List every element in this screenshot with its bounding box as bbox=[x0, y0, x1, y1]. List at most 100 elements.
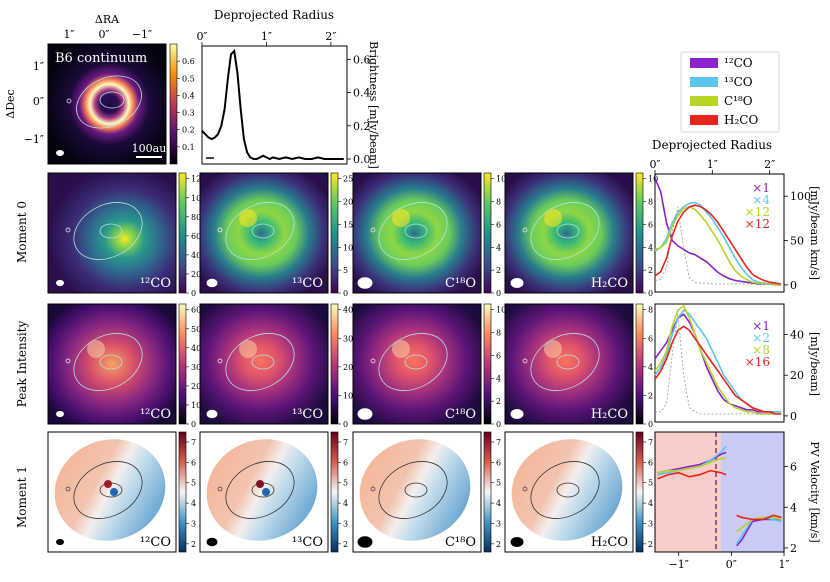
colorbar-tick-label: 2 bbox=[496, 397, 501, 406]
colorbar-tick-label: 2 bbox=[648, 391, 653, 400]
continuum-profile-ylabel: Brightness [mJy/beam] bbox=[367, 41, 380, 169]
y-tick-label: 0.4 bbox=[353, 87, 371, 100]
star-marker bbox=[65, 486, 71, 492]
multiplier-label: ×8 bbox=[752, 343, 770, 357]
beam-ellipse bbox=[56, 279, 64, 287]
map-panel: ¹³CO 25 20 15 10 5 0 bbox=[199, 172, 353, 298]
velocity-field bbox=[54, 439, 166, 541]
colorbar-tick-label: 4 bbox=[496, 243, 501, 252]
moment0-profile-frame bbox=[654, 173, 785, 293]
beam-ellipse bbox=[206, 537, 218, 547]
contour-inner bbox=[251, 354, 275, 370]
contour-outer bbox=[530, 202, 600, 260]
ra-tick: 1″ bbox=[63, 28, 74, 41]
map-frame bbox=[504, 303, 634, 425]
contour-inner bbox=[556, 482, 580, 498]
colorbar-tick-label: 0 bbox=[191, 420, 196, 429]
contour-inner bbox=[251, 223, 275, 239]
colorbar-tick-label: 0 bbox=[648, 289, 653, 298]
colorbar-tick-label: 0.6 bbox=[182, 57, 195, 66]
series-line bbox=[654, 201, 782, 286]
contour-outer bbox=[530, 461, 600, 519]
colorbar-tick-label: 4 bbox=[648, 499, 653, 508]
x-tick-label: 1″ bbox=[261, 30, 272, 43]
tracer-label: C¹⁸O bbox=[445, 535, 476, 550]
continuum-colorbar bbox=[169, 43, 178, 165]
tracer-label: H₂CO bbox=[591, 535, 628, 550]
star-marker bbox=[522, 358, 528, 364]
x-tick-label: 0″ bbox=[726, 558, 737, 571]
colorbar-tick-label: 2 bbox=[648, 540, 653, 549]
beam-ellipse bbox=[206, 409, 218, 419]
colorbar-tick-label: 10 bbox=[496, 306, 506, 315]
beam-ellipse bbox=[206, 278, 218, 288]
colorbar-tick-label: 80 bbox=[191, 213, 201, 222]
series-line bbox=[654, 206, 782, 285]
colorbar-tick-label: 4 bbox=[191, 499, 196, 508]
x-tick-label: 2″ bbox=[764, 158, 775, 171]
contour-inner bbox=[99, 482, 123, 498]
map-frame bbox=[47, 172, 177, 294]
contour-outer bbox=[225, 202, 295, 260]
continuum-panel: 100au B6 continuum ΔRA 1″ 0″ −1″ ΔDec 1″… bbox=[4, 13, 195, 165]
colorbar-tick-label: 100 bbox=[191, 194, 206, 203]
colorbar-tick-label: 3 bbox=[648, 519, 653, 528]
emission-peak bbox=[87, 340, 105, 358]
velocity-peak-red bbox=[256, 480, 264, 488]
colorbar-tick-label: 3 bbox=[496, 519, 501, 528]
map-frame bbox=[352, 303, 482, 425]
colorbar-tick-label: 8 bbox=[496, 329, 501, 338]
velocity-peak-blue bbox=[110, 488, 118, 496]
contour-inner bbox=[556, 223, 580, 239]
colorbar-tick-label: 40 bbox=[343, 306, 353, 315]
map-frame bbox=[352, 172, 482, 294]
series-line bbox=[654, 325, 782, 415]
colorbar-tick-label: 6 bbox=[496, 351, 501, 360]
colorbar-tick-label: 3 bbox=[343, 519, 348, 528]
colorbar-tick-label: 8 bbox=[648, 198, 653, 207]
colorbar-tick-label: 0 bbox=[343, 420, 348, 429]
map-frame bbox=[199, 172, 329, 294]
colorbar-tick-label: 2 bbox=[648, 266, 653, 275]
colorbar-tick-label: 30 bbox=[191, 363, 201, 372]
colorbar-tick-label: 7 bbox=[496, 438, 501, 447]
colorbar-tick-label: 20 bbox=[191, 270, 201, 279]
colorbar-tick-label: 2 bbox=[343, 540, 348, 549]
colorbar-tick-label: 8 bbox=[496, 198, 501, 207]
colorbar-tick-label: 0 bbox=[496, 289, 501, 298]
colorbar-tick-label: 7 bbox=[343, 438, 348, 447]
colorbar-tick-label: 50 bbox=[191, 325, 201, 334]
map-panel: H₂CO 10 8 6 4 2 0 bbox=[504, 172, 658, 298]
legend-label: H₂CO bbox=[724, 113, 758, 127]
emission-peak bbox=[392, 340, 410, 358]
star-marker bbox=[370, 486, 376, 492]
colorbar-tick-label: 4 bbox=[496, 374, 501, 383]
colorbar-tick-label: 15 bbox=[343, 220, 353, 229]
pv-redshift-region bbox=[655, 432, 721, 552]
colorbar-tick-label: 6 bbox=[648, 458, 653, 467]
colorbar-tick-label: 6 bbox=[496, 458, 501, 467]
colorbar-tick-label: 120 bbox=[191, 175, 206, 184]
tracer-label: H₂CO bbox=[591, 276, 628, 291]
map-panel: ¹²CO 7 6 5 4 3 2 bbox=[47, 431, 196, 553]
colorbar-tick-label: 10 bbox=[191, 401, 201, 410]
dec-tick: 1″ bbox=[33, 60, 44, 73]
contour-inner bbox=[404, 482, 428, 498]
contour-inner bbox=[99, 354, 123, 370]
map-frame bbox=[199, 431, 329, 553]
legend-label: ¹³CO bbox=[724, 75, 753, 89]
colorbar-tick-label: 5 bbox=[648, 479, 653, 488]
colorbar-tick-label: 0.1 bbox=[182, 143, 195, 152]
colorbar-tick-label: 40 bbox=[191, 251, 201, 260]
colorbar bbox=[178, 172, 187, 294]
velocity-peak-red bbox=[104, 480, 112, 488]
peak-profile-panel: [mJy/beam] ×1 ×2 ×8 ×16 0 20 40 bbox=[654, 303, 821, 423]
x-tick-label: 0″ bbox=[196, 30, 207, 43]
beam-ellipse bbox=[357, 408, 373, 420]
beam-ellipse bbox=[56, 410, 64, 418]
colorbar-tick-label: 7 bbox=[648, 438, 653, 447]
star-marker bbox=[370, 227, 376, 233]
legend-label: ¹²CO bbox=[724, 56, 753, 70]
map-panel: ¹³CO 7 6 5 4 3 2 bbox=[199, 431, 348, 553]
map-frame bbox=[504, 431, 634, 553]
